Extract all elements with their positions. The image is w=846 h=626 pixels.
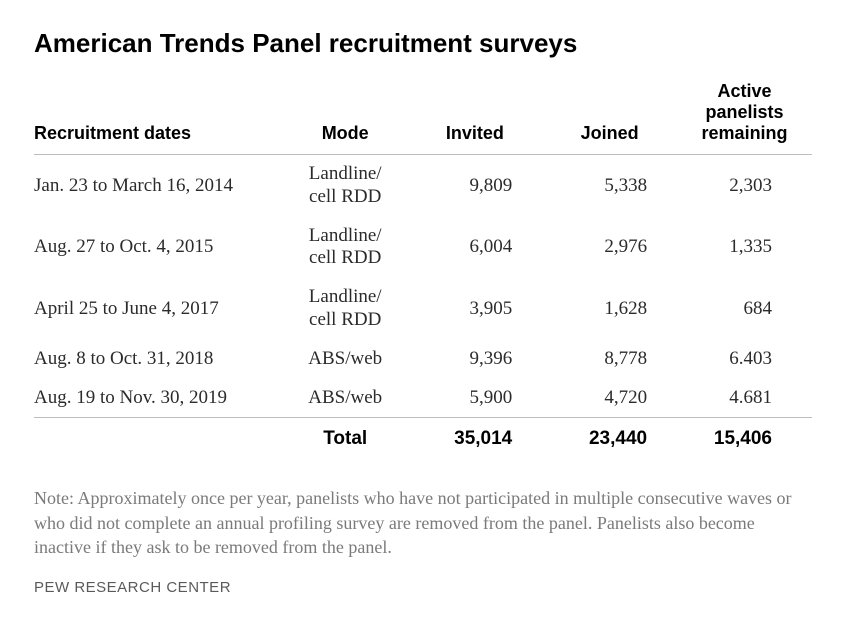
cell-invited: 9,809: [407, 155, 542, 217]
source-attribution: PEW RESEARCH CENTER: [34, 579, 812, 596]
cell-dates: Jan. 23 to March 16, 2014: [34, 155, 283, 217]
cell-dates: April 25 to June 4, 2017: [34, 278, 283, 340]
cell-empty: [34, 418, 283, 459]
cell-total-invited: 35,014: [407, 418, 542, 459]
cell-joined: 5,338: [542, 155, 677, 217]
cell-dates: Aug. 8 to Oct. 31, 2018: [34, 340, 283, 379]
cell-total-label: Total: [283, 418, 407, 459]
cell-mode: Landline/cell RDD: [283, 155, 407, 217]
cell-joined: 4,720: [542, 379, 677, 418]
cell-mode: ABS/web: [283, 340, 407, 379]
footnote: Note: Approximately once per year, panel…: [34, 486, 812, 559]
col-header-dates: Recruitment dates: [34, 77, 283, 155]
cell-mode: Landline/cell RDD: [283, 278, 407, 340]
cell-invited: 5,900: [407, 379, 542, 418]
cell-remaining: 4.681: [677, 379, 812, 418]
table-title: American Trends Panel recruitment survey…: [34, 28, 812, 59]
table-row: Aug. 8 to Oct. 31, 2018 ABS/web 9,396 8,…: [34, 340, 812, 379]
col-header-invited: Invited: [407, 77, 542, 155]
cell-remaining: 1,335: [677, 217, 812, 279]
col-header-mode: Mode: [283, 77, 407, 155]
cell-invited: 6,004: [407, 217, 542, 279]
table-row: Jan. 23 to March 16, 2014 Landline/cell …: [34, 155, 812, 217]
cell-total-joined: 23,440: [542, 418, 677, 459]
table-header-row: Recruitment dates Mode Invited Joined Ac…: [34, 77, 812, 155]
cell-remaining: 684: [677, 278, 812, 340]
recruitment-table: Recruitment dates Mode Invited Joined Ac…: [34, 77, 812, 458]
col-header-joined: Joined: [542, 77, 677, 155]
cell-mode: Landline/cell RDD: [283, 217, 407, 279]
cell-remaining: 2,303: [677, 155, 812, 217]
col-header-remaining: Active panelists remaining: [677, 77, 812, 155]
cell-total-remaining: 15,406: [677, 418, 812, 459]
cell-dates: Aug. 27 to Oct. 4, 2015: [34, 217, 283, 279]
cell-mode: ABS/web: [283, 379, 407, 418]
table-row: Aug. 19 to Nov. 30, 2019 ABS/web 5,900 4…: [34, 379, 812, 418]
table-row: Aug. 27 to Oct. 4, 2015 Landline/cell RD…: [34, 217, 812, 279]
cell-invited: 3,905: [407, 278, 542, 340]
cell-joined: 1,628: [542, 278, 677, 340]
cell-joined: 2,976: [542, 217, 677, 279]
cell-joined: 8,778: [542, 340, 677, 379]
table-row: April 25 to June 4, 2017 Landline/cell R…: [34, 278, 812, 340]
cell-dates: Aug. 19 to Nov. 30, 2019: [34, 379, 283, 418]
cell-remaining: 6.403: [677, 340, 812, 379]
table-total-row: Total 35,014 23,440 15,406: [34, 418, 812, 459]
cell-invited: 9,396: [407, 340, 542, 379]
